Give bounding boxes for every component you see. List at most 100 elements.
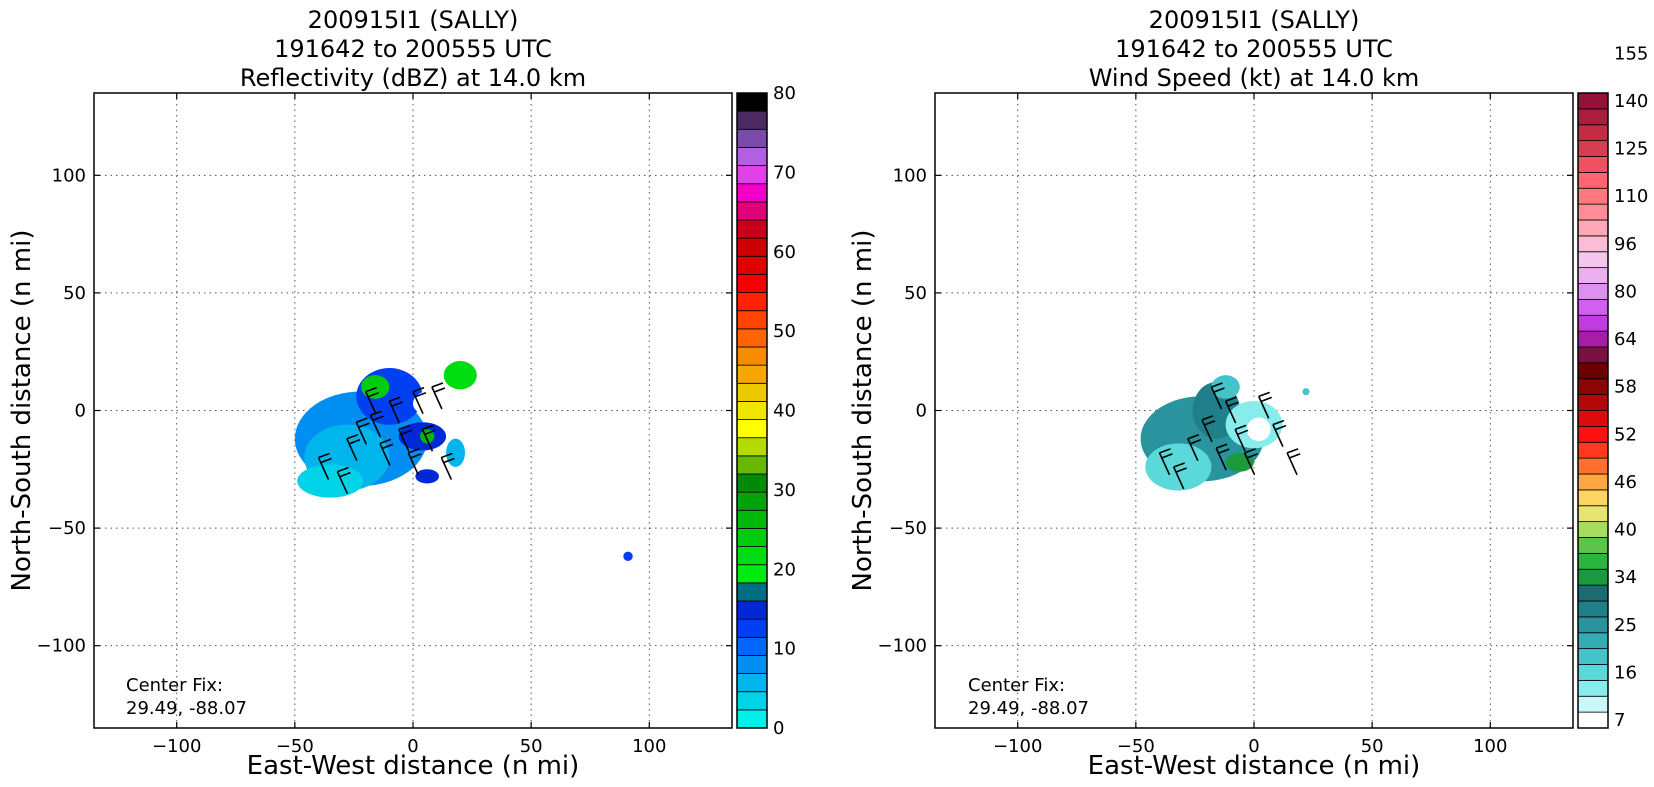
- colorbar-segment: [1577, 521, 1609, 538]
- colorbar-tick-label: 30: [773, 480, 796, 501]
- x-tick-label: −50: [276, 736, 314, 757]
- colorbar-segment: [1577, 552, 1609, 570]
- barb-flag: [356, 417, 368, 424]
- barb-flag: [422, 424, 434, 431]
- center-fix-label: Center Fix:: [126, 675, 223, 696]
- colorbar-segment: [1577, 711, 1609, 729]
- colorbar-tick-label: 96: [1614, 234, 1637, 255]
- colorbar-segment: [736, 509, 768, 529]
- barb-staff: [1158, 452, 1171, 476]
- wind-barb: [412, 386, 427, 415]
- colorbar-segment: [736, 655, 768, 674]
- colorbar-tick-label: 16: [1614, 662, 1637, 683]
- x-tick-label: 100: [1473, 736, 1507, 757]
- colorbar-segment: [736, 237, 768, 257]
- barb-flag: [431, 382, 444, 388]
- echo-region: [356, 368, 423, 425]
- barb-staff: [388, 400, 401, 424]
- colorbar-tick-label: 70: [773, 162, 796, 183]
- barb-flag: [1211, 382, 1223, 388]
- colorbar-segment: [1577, 425, 1609, 443]
- y-axis-label: North-South distance (n mi): [7, 230, 37, 592]
- x-axis-label: East-West distance (n mi): [247, 751, 580, 781]
- colorbar-segment: [736, 183, 768, 203]
- barb-flag: [1175, 467, 1187, 473]
- colorbar-segment: [736, 201, 768, 221]
- wind-barb: [421, 424, 436, 452]
- colorbar-segment: [1577, 394, 1609, 411]
- y-tick-label: −100: [37, 636, 86, 657]
- barb-flag: [424, 429, 436, 436]
- barb-flag: [1173, 462, 1185, 468]
- colorbar-tick-label: 10: [773, 639, 796, 660]
- barb-staff: [379, 443, 391, 466]
- barb-flag: [320, 457, 332, 464]
- colorbar-segment: [1577, 695, 1609, 713]
- barb-staff: [1201, 419, 1213, 443]
- colorbar-segment: [1577, 584, 1609, 602]
- barb-staff: [1243, 452, 1256, 476]
- colorbar-segment: [736, 274, 768, 293]
- barb-flag: [1159, 448, 1171, 454]
- colorbar-segment: [1577, 441, 1609, 459]
- colorbar-segment: [736, 419, 768, 439]
- colorbar-segment: [736, 618, 768, 638]
- colorbar-segment: [736, 310, 768, 330]
- colorbar-segment: [736, 600, 768, 620]
- center-fix-value: 29.49, -88.07: [968, 698, 1089, 719]
- wind-barb: [407, 448, 422, 476]
- barb-flag: [410, 453, 422, 459]
- barb-flag: [389, 396, 401, 402]
- wind-barb: [1224, 396, 1239, 424]
- reflectivity-echo-field: [294, 361, 633, 562]
- colorbar-segment: [1577, 330, 1609, 348]
- colorbar-segment: [736, 673, 768, 693]
- echo-region: [1211, 375, 1240, 399]
- barb-flag: [339, 471, 351, 478]
- barb-flag: [367, 391, 380, 398]
- echo-region: [1145, 443, 1212, 491]
- wind-barb: [355, 417, 370, 445]
- barb-flag: [1204, 420, 1216, 426]
- barb-staff: [336, 471, 349, 494]
- colorbar-segment: [1577, 648, 1609, 665]
- colorbar-segment: [736, 691, 768, 711]
- barb-staff: [412, 391, 424, 415]
- echo-region: [415, 469, 439, 484]
- colorbar-segment: [1577, 632, 1609, 650]
- barb-flag: [349, 438, 361, 445]
- colorbar-segment: [1577, 489, 1609, 507]
- barb-flag: [1227, 401, 1239, 407]
- x-tick-label: −50: [1117, 736, 1155, 757]
- colorbar-tick-label: 46: [1614, 472, 1637, 493]
- barb-flag: [1286, 448, 1299, 454]
- colorbar-segment: [1577, 457, 1609, 475]
- barb-flag: [358, 422, 370, 429]
- colorbar-tick-label: 52: [1614, 424, 1637, 445]
- colorbar-segment: [1577, 171, 1609, 189]
- barb-staff: [1187, 438, 1199, 462]
- axis-ticks: −100 −50 0 50 100 −100 −50 0 50 100: [37, 93, 732, 757]
- colorbar-segment: [1577, 92, 1609, 110]
- wind-barbs: [1158, 382, 1301, 490]
- title-line-1: 200915I1 (SALLY): [1149, 6, 1360, 34]
- colorbar-segment: [1577, 568, 1609, 586]
- colorbar-segment: [736, 92, 768, 112]
- barb-staff: [355, 421, 368, 445]
- colorbar-tick-label: 80: [773, 83, 796, 104]
- colorbar-segment: [1577, 156, 1609, 173]
- barb-flag: [372, 415, 384, 421]
- colorbar-tick-label: 20: [773, 559, 796, 580]
- colorbar-segment: [736, 219, 768, 239]
- colorbar-segment: [736, 110, 768, 130]
- barb-flag: [443, 457, 455, 464]
- colorbar-segment: [736, 364, 768, 384]
- colorbar-tick-label: 7: [1614, 710, 1625, 731]
- barb-flag: [1187, 433, 1200, 440]
- center-fix-label: Center Fix:: [968, 675, 1065, 696]
- colorbar-segment: [1577, 378, 1609, 396]
- wind-barb: [365, 386, 380, 415]
- colorbar-segment: [1577, 537, 1609, 554]
- colorbar-segment: [736, 165, 768, 185]
